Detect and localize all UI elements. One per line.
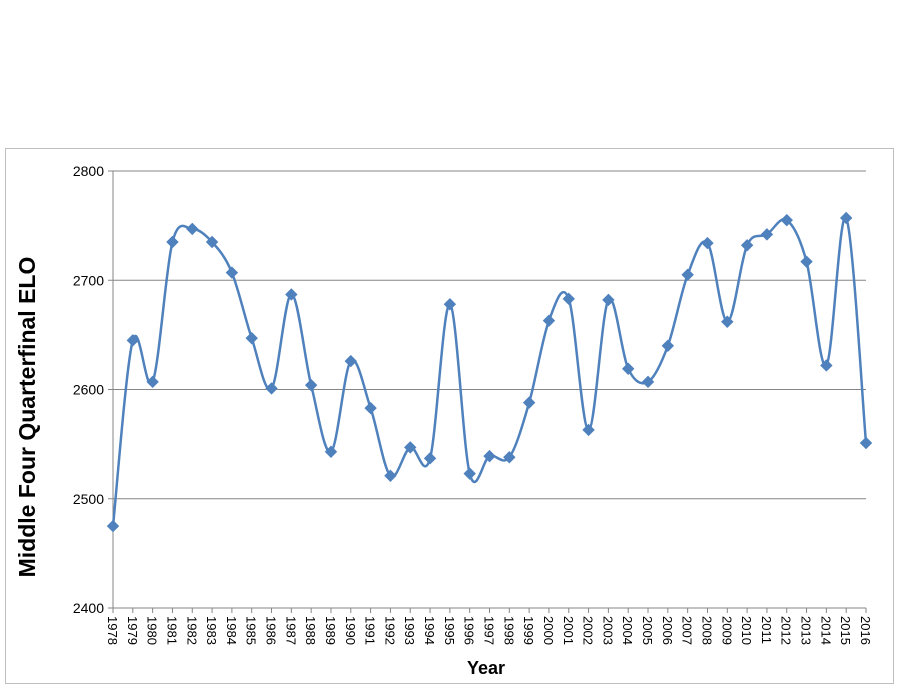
- data-point-marker: [166, 235, 179, 249]
- x-tick-label: 2015: [838, 616, 853, 645]
- x-tick-label: 2004: [620, 616, 635, 645]
- data-point-marker: [740, 239, 754, 252]
- data-point-marker: [364, 401, 377, 415]
- x-tick-label: 1999: [521, 616, 536, 645]
- data-point-marker: [344, 354, 357, 368]
- data-point-marker: [820, 359, 833, 372]
- x-tick-label: 1988: [303, 616, 318, 645]
- data-point-marker: [701, 236, 714, 250]
- data-point-marker: [641, 375, 655, 389]
- x-tick-label: 2011: [759, 616, 774, 644]
- x-tick-label: 1990: [343, 616, 358, 645]
- x-tick-label: 2009: [719, 616, 734, 645]
- x-tick-label: 1980: [145, 616, 160, 645]
- x-tick-label: 2003: [600, 616, 615, 645]
- x-tick-label: 1987: [283, 616, 298, 645]
- data-point-marker: [225, 266, 239, 279]
- data-point-marker: [106, 519, 120, 533]
- data-point-marker: [622, 362, 635, 375]
- x-tick-label: 2016: [858, 616, 873, 645]
- x-tick-label: 1994: [422, 616, 437, 645]
- x-tick-label: 2014: [818, 616, 833, 645]
- y-tick-label: 2600: [73, 382, 104, 398]
- line-chart: 2400 2500 2600 2700 2800 1978 1979 1980 1981 198…: [14, 163, 873, 678]
- data-point-marker: [463, 467, 476, 480]
- data-point-marker: [265, 382, 278, 395]
- data-point-marker: [859, 436, 873, 450]
- x-tick-label: 1997: [482, 616, 497, 645]
- y-tick-label: 2500: [73, 491, 104, 507]
- x-tick-label: 1982: [184, 616, 199, 645]
- x-tick-label: 1981: [164, 616, 179, 645]
- x-tick-label: 2006: [660, 616, 675, 645]
- y-tick-label: 2700: [73, 272, 104, 288]
- x-tick-label: 2001: [561, 616, 576, 645]
- data-point-marker: [384, 469, 397, 483]
- x-tick-label: 1979: [125, 616, 140, 645]
- data-point-marker: [186, 222, 199, 236]
- data-point-marker: [562, 292, 575, 306]
- x-tick-labels: 1978 1979 1980 1981 1982 1983 1984 1985 1986 1987…: [105, 608, 873, 645]
- data-point-marker: [126, 334, 140, 347]
- y-axis-title: Middle Four Quarterfinal ELO: [14, 257, 40, 578]
- data-point-marker: [503, 451, 516, 464]
- x-tick-label: 1989: [323, 616, 338, 645]
- y-tick-label: 2400: [73, 600, 104, 616]
- data-point-marker: [404, 441, 417, 454]
- chart-area: 2400 2500 2600 2700 2800 1978 1979 1980 1981 198…: [5, 148, 894, 684]
- x-tick-label: 1986: [264, 616, 279, 645]
- series-line: [111, 216, 868, 527]
- x-tick-label: 1985: [244, 616, 259, 645]
- x-tick-label: 2008: [699, 616, 714, 645]
- x-tick-label: 1983: [204, 616, 219, 645]
- data-point-marker: [661, 339, 675, 353]
- x-tick-label: 2005: [640, 616, 655, 645]
- x-axis-title: Year: [467, 658, 505, 678]
- x-tick-label: 1992: [382, 616, 397, 645]
- y-tick-labels: 2400 2500 2600 2700 2800: [73, 163, 104, 616]
- data-markers: [106, 211, 873, 533]
- data-point-marker: [602, 293, 615, 307]
- y-tick-label: 2800: [73, 163, 104, 179]
- data-point-marker: [721, 315, 734, 328]
- data-point-marker: [285, 288, 298, 301]
- data-point-marker: [760, 228, 774, 241]
- x-tick-label: 2000: [541, 616, 556, 645]
- x-tick-label: 1984: [224, 616, 239, 645]
- x-tick-label: 1995: [442, 616, 457, 645]
- data-point-marker: [780, 213, 793, 227]
- x-tick-label: 2012: [779, 616, 794, 645]
- data-point-marker: [205, 235, 219, 249]
- x-tick-label: 2007: [680, 616, 695, 645]
- x-tick-label: 1998: [501, 616, 516, 645]
- gridlines: [108, 170, 866, 609]
- x-tick-label: 2002: [581, 616, 596, 645]
- x-tick-label: 2013: [799, 616, 814, 645]
- data-point-marker: [304, 378, 318, 392]
- data-point-marker: [245, 331, 258, 345]
- data-point-marker: [681, 268, 694, 281]
- data-point-marker: [800, 255, 813, 268]
- x-tick-label: 1991: [363, 616, 378, 645]
- x-tick-label: 1978: [105, 616, 120, 645]
- data-point-marker: [443, 298, 457, 311]
- x-tick-label: 1993: [402, 616, 417, 645]
- data-point-marker: [423, 452, 437, 465]
- x-tick-label: 2010: [739, 616, 754, 645]
- data-point-marker: [582, 423, 595, 437]
- data-point-marker: [542, 314, 556, 327]
- data-point-marker: [324, 445, 338, 458]
- x-tick-label: 1996: [462, 616, 477, 645]
- data-point-marker: [483, 449, 496, 463]
- data-point-marker: [146, 375, 159, 389]
- data-point-marker: [522, 396, 536, 409]
- data-point-marker: [839, 211, 853, 225]
